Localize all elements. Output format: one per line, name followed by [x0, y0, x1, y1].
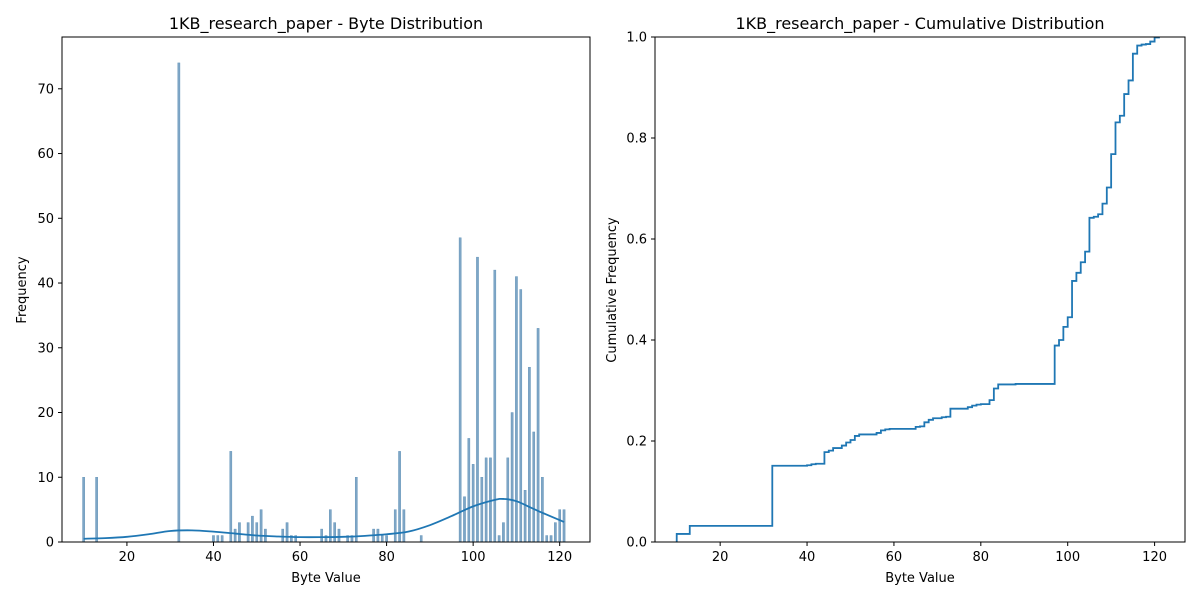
- histogram-bar: [233, 528, 237, 543]
- histogram-bar: [281, 528, 285, 543]
- histogram-bar: [246, 522, 250, 543]
- histogram-x-axis-label: Byte Value: [291, 571, 361, 586]
- histogram-y-tick-label: 70: [37, 82, 54, 97]
- histogram-bar: [562, 509, 566, 543]
- histogram-bar: [251, 515, 254, 543]
- histogram-bar: [467, 438, 471, 543]
- histogram-y-tick-label: 30: [37, 341, 54, 356]
- histogram-bar: [354, 477, 358, 543]
- histogram-bar: [212, 535, 215, 543]
- histogram-bar: [558, 509, 562, 543]
- cumulative-axes-frame: [654, 36, 1186, 543]
- kde-line: [83, 497, 565, 540]
- histogram-bar: [398, 451, 401, 543]
- histogram-x-tick-label: 120: [547, 550, 572, 565]
- histogram-bar: [497, 535, 501, 543]
- histogram-plot-area: 20 40 60 80 100 120 0 10 20 30 40 50 60 70: [37, 62, 572, 565]
- histogram-bar: [402, 509, 406, 543]
- cumulative-x-tick-label: 120: [1142, 550, 1167, 565]
- cumulative-y-tick-label: 0.2: [626, 435, 647, 450]
- cumulative-title: 1KB_research_paper - Cumulative Distribu…: [735, 14, 1104, 34]
- cumulative-x-tick-label: 60: [886, 550, 903, 565]
- histogram-bar: [95, 477, 98, 543]
- histogram-bar: [385, 535, 388, 543]
- histogram-x-tick-label: 100: [461, 550, 486, 565]
- histogram-bar: [393, 509, 397, 543]
- histogram-bar: [229, 451, 233, 543]
- histogram-bar: [380, 535, 384, 543]
- histogram-bar: [523, 490, 527, 543]
- histogram-bar: [333, 522, 336, 543]
- histogram-y-tick-label: 20: [37, 406, 54, 421]
- histogram-y-tick-label: 50: [37, 212, 54, 227]
- histogram-bar: [493, 269, 497, 543]
- histogram-bar: [545, 535, 549, 543]
- histogram-bar: [554, 522, 557, 543]
- histogram-bar: [216, 535, 220, 543]
- histogram-bar: [220, 535, 224, 543]
- histogram-x-tick-label: 60: [292, 550, 309, 565]
- histogram-bar: [419, 535, 423, 543]
- cumulative-y-axis-label: Cumulative Frequency: [605, 217, 620, 363]
- histogram-bar: [177, 62, 181, 543]
- cumulative-y-tick-label: 0.6: [626, 233, 647, 248]
- cumulative-x-axis-label: Byte Value: [885, 571, 955, 586]
- cumulative-y-tick-label: 0.8: [626, 132, 647, 147]
- histogram-bar: [471, 464, 475, 543]
- histogram-bar: [532, 431, 536, 543]
- cumulative-y-tick-label: 1.0: [626, 31, 647, 46]
- cumulative-plot-area: 20 40 60 80 100 120 0.0 0.2 0.4 0.6 0.8 1.0: [626, 31, 1167, 566]
- histogram-title: 1KB_research_paper - Byte Distribution: [169, 14, 483, 34]
- histogram-bar: [528, 366, 531, 543]
- histogram-bar: [502, 522, 505, 543]
- histogram-bar: [510, 412, 514, 543]
- histogram-bar: [82, 477, 85, 543]
- histogram-bar: [541, 477, 544, 543]
- histogram-bar: [463, 496, 466, 543]
- histogram-bar: [480, 477, 484, 543]
- cumulative-x-tick-label: 100: [1055, 550, 1080, 565]
- histogram-bar: [484, 457, 488, 543]
- cumulative-step-line: [675, 36, 1160, 542]
- histogram-y-tick-label: 60: [37, 147, 54, 162]
- histogram-x-tick-label: 40: [205, 550, 222, 565]
- histogram-bar: [337, 528, 341, 543]
- cumulative-panel: 1KB_research_paper - Cumulative Distribu…: [605, 14, 1186, 586]
- histogram-y-tick-label: 40: [37, 277, 54, 292]
- cumulative-y-tick-label: 0.4: [626, 334, 647, 349]
- histogram-bar: [285, 522, 289, 543]
- cumulative-y-tick-label: 0.0: [626, 536, 647, 551]
- histogram-bar: [476, 256, 479, 543]
- histogram-bar: [259, 509, 263, 543]
- histogram-x-tick-label: 80: [378, 550, 395, 565]
- histogram-bar: [238, 522, 241, 543]
- histogram-bar: [255, 522, 259, 543]
- histogram-axes-frame: [61, 36, 591, 543]
- histogram-bar: [320, 528, 323, 543]
- histogram-bar: [549, 535, 553, 543]
- cumulative-x-tick-label: 80: [973, 550, 990, 565]
- cumulative-x-tick-label: 40: [799, 550, 816, 565]
- histogram-y-axis-label: Frequency: [15, 256, 30, 323]
- histogram-panel: 1KB_research_paper - Byte Distribution 2…: [15, 14, 591, 586]
- histogram-bar: [458, 237, 462, 543]
- cumulative-x-tick-label: 20: [712, 550, 729, 565]
- histogram-y-tick-label: 10: [37, 471, 54, 486]
- histogram-x-tick-label: 20: [119, 550, 136, 565]
- histogram-y-tick-label: 0: [46, 536, 54, 551]
